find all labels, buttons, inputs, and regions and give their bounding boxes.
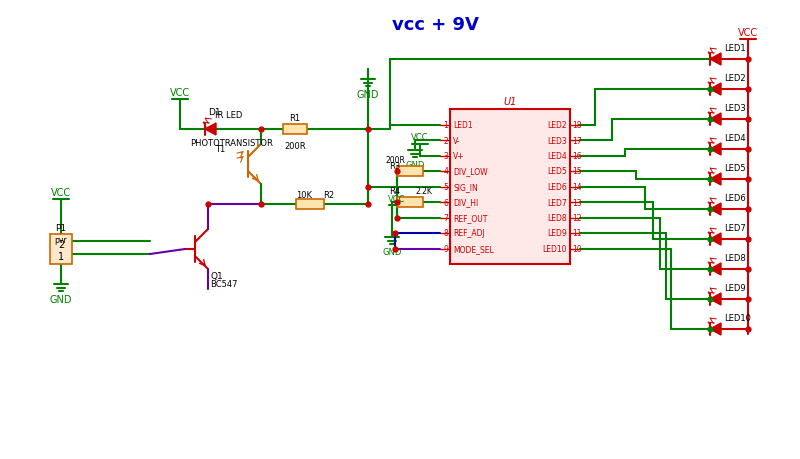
Polygon shape	[710, 174, 721, 185]
Text: 17: 17	[572, 136, 582, 145]
Text: GND: GND	[406, 161, 425, 170]
Text: 5: 5	[443, 183, 448, 191]
Text: VCC: VCC	[170, 88, 190, 98]
Text: 8: 8	[443, 229, 448, 238]
Bar	[296, 200, 324, 210]
Text: DIV_HI: DIV_HI	[453, 198, 478, 207]
Text: 14: 14	[572, 183, 582, 191]
Text: VCC: VCC	[738, 28, 758, 38]
Text: 16: 16	[572, 151, 582, 161]
Text: VCC: VCC	[388, 195, 406, 203]
Text: U1: U1	[503, 97, 517, 107]
Polygon shape	[710, 323, 721, 335]
Text: D1: D1	[208, 108, 221, 117]
Text: R2: R2	[323, 190, 334, 200]
Polygon shape	[710, 263, 721, 275]
Text: 200R: 200R	[385, 156, 405, 165]
Text: 2.2K: 2.2K	[415, 187, 432, 196]
Text: 4: 4	[443, 167, 448, 176]
Bar	[450, 110, 570, 264]
Polygon shape	[710, 114, 721, 126]
Text: VCC: VCC	[51, 188, 71, 197]
Text: 3: 3	[443, 151, 448, 161]
Text: 10: 10	[572, 245, 582, 253]
Text: LED3: LED3	[547, 136, 567, 145]
Text: LED10: LED10	[542, 245, 567, 253]
Polygon shape	[710, 234, 721, 246]
Text: LED7: LED7	[724, 224, 746, 233]
Text: VCC: VCC	[411, 133, 429, 142]
Text: LED2: LED2	[724, 74, 746, 83]
Bar	[50, 235, 72, 264]
Text: 6: 6	[443, 198, 448, 207]
Text: REF_OUT: REF_OUT	[453, 213, 487, 223]
Text: LED4: LED4	[547, 151, 567, 161]
Text: MODE_SEL: MODE_SEL	[453, 245, 494, 253]
Text: IR LED: IR LED	[215, 111, 242, 120]
Text: 9: 9	[443, 245, 448, 253]
Text: GND: GND	[382, 247, 402, 257]
Text: V+: V+	[453, 151, 465, 161]
Text: 2: 2	[443, 136, 448, 145]
Text: LED1: LED1	[453, 121, 473, 130]
Text: 12: 12	[572, 213, 582, 223]
Bar	[283, 125, 307, 134]
Text: R4: R4	[390, 187, 401, 196]
Polygon shape	[710, 54, 721, 66]
Text: 1: 1	[443, 121, 448, 130]
Text: LED2: LED2	[547, 121, 567, 130]
Text: 10K: 10K	[296, 190, 312, 200]
Text: 11: 11	[572, 229, 582, 238]
Text: 200R: 200R	[284, 142, 306, 151]
Polygon shape	[710, 203, 721, 216]
Text: vcc + 9V: vcc + 9V	[391, 16, 478, 34]
Text: LED8: LED8	[547, 213, 567, 223]
Text: LED9: LED9	[547, 229, 567, 238]
Text: GND: GND	[50, 294, 72, 304]
Text: P1: P1	[55, 224, 66, 233]
Text: T1: T1	[215, 145, 226, 154]
Text: GND: GND	[357, 90, 379, 100]
Text: 13: 13	[572, 198, 582, 207]
Text: 1: 1	[58, 252, 64, 262]
Text: Q1: Q1	[210, 271, 222, 280]
Text: REF_ADJ: REF_ADJ	[453, 229, 485, 238]
Text: LED3: LED3	[724, 104, 746, 113]
Polygon shape	[710, 293, 721, 305]
Text: 15: 15	[572, 167, 582, 176]
Bar	[397, 167, 423, 177]
Text: DIV_LOW: DIV_LOW	[453, 167, 488, 176]
Text: BC547: BC547	[210, 280, 238, 288]
Text: SIG_IN: SIG_IN	[453, 183, 478, 191]
Text: 18: 18	[572, 121, 582, 130]
Text: R1: R1	[290, 114, 301, 123]
Text: R3: R3	[390, 162, 401, 171]
Text: 2: 2	[58, 239, 64, 249]
Text: LED4: LED4	[724, 134, 746, 143]
Text: LED6: LED6	[547, 183, 567, 191]
Text: LED5: LED5	[547, 167, 567, 176]
Text: V-: V-	[453, 136, 461, 145]
Bar	[397, 197, 423, 207]
Text: LED7: LED7	[547, 198, 567, 207]
Text: LED1: LED1	[724, 44, 746, 53]
Polygon shape	[710, 84, 721, 96]
Text: LED10: LED10	[724, 313, 751, 322]
Polygon shape	[710, 144, 721, 156]
Text: 7: 7	[443, 213, 448, 223]
Text: PHOTOTRANSISTOR: PHOTOTRANSISTOR	[190, 139, 273, 148]
Text: pvr: pvr	[54, 235, 67, 245]
Polygon shape	[205, 124, 216, 136]
Text: LED8: LED8	[724, 253, 746, 263]
Text: LED6: LED6	[724, 194, 746, 202]
Text: LED5: LED5	[724, 164, 746, 173]
Text: LED9: LED9	[724, 283, 746, 292]
